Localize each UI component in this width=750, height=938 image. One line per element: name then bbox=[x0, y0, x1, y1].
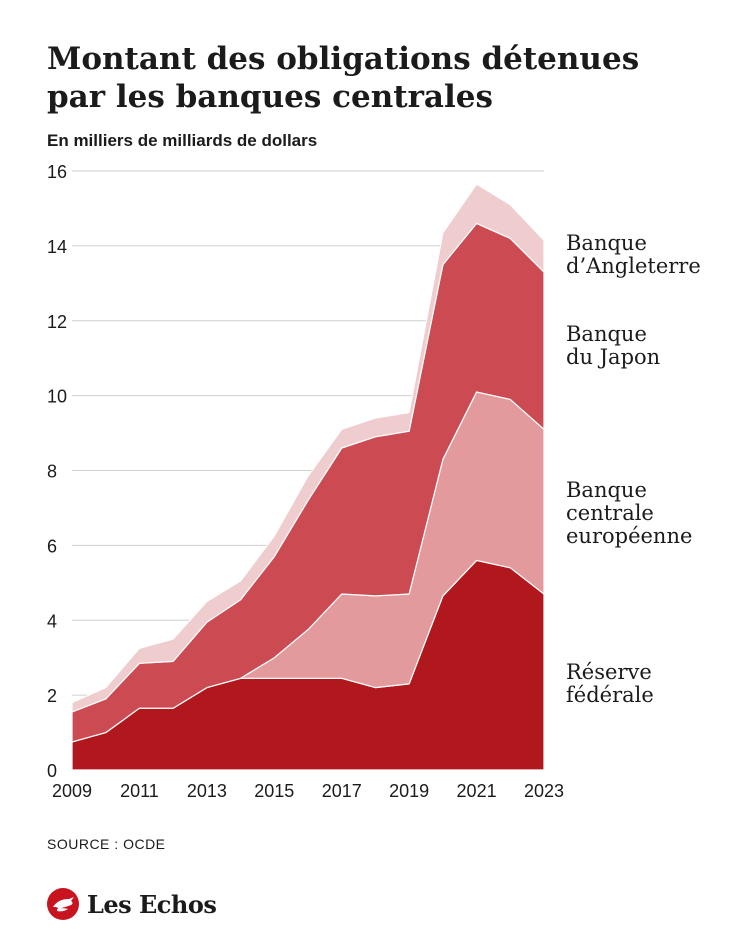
y-tick-label: 10 bbox=[47, 387, 67, 407]
y-tick-label: 2 bbox=[47, 686, 57, 706]
series-label: Réserve fédérale bbox=[566, 660, 654, 707]
y-tick-label: 12 bbox=[47, 312, 67, 332]
x-tick-label: 2023 bbox=[524, 781, 564, 801]
y-axis-ticks: 0 2 4 6 8 10 12 14 16 bbox=[47, 162, 67, 781]
series-labels: Banque d’Angleterre Banque du Japon Banque ce… bbox=[566, 231, 701, 707]
source-note: SOURCE : OCDE bbox=[47, 836, 166, 852]
x-tick-label: 2009 bbox=[52, 781, 92, 801]
area-series bbox=[71, 183, 545, 771]
chart-title: Montant des obligations détenues par les… bbox=[47, 41, 640, 115]
brand-name: Les Echos bbox=[87, 889, 217, 919]
series-label: Banque d’Angleterre bbox=[566, 231, 701, 278]
y-tick-label: 4 bbox=[47, 611, 57, 631]
y-tick-label: 14 bbox=[47, 237, 67, 257]
les-echos-bird-icon bbox=[47, 888, 79, 920]
x-tick-label: 2017 bbox=[322, 781, 362, 801]
series-label: Banque du Japon bbox=[566, 322, 660, 369]
series-label: Banque centrale européenne bbox=[566, 478, 692, 548]
brand-logo: Les Echos bbox=[47, 888, 217, 920]
y-tick-label: 8 bbox=[47, 462, 57, 482]
y-tick-label: 0 bbox=[47, 761, 57, 781]
y-tick-label: 6 bbox=[47, 536, 57, 556]
chart-subtitle: En milliers de milliards de dollars bbox=[47, 131, 318, 150]
x-tick-label: 2019 bbox=[389, 781, 429, 801]
x-tick-label: 2011 bbox=[120, 781, 159, 801]
x-axis-ticks: 2009 2011 2013 2015 2017 2019 2021 2023 bbox=[52, 781, 564, 801]
area-series-3 bbox=[71, 183, 545, 713]
x-tick-label: 2015 bbox=[254, 781, 294, 801]
x-tick-label: 2013 bbox=[187, 781, 227, 801]
x-tick-label: 2021 bbox=[457, 781, 497, 801]
y-tick-label: 16 bbox=[47, 162, 67, 182]
